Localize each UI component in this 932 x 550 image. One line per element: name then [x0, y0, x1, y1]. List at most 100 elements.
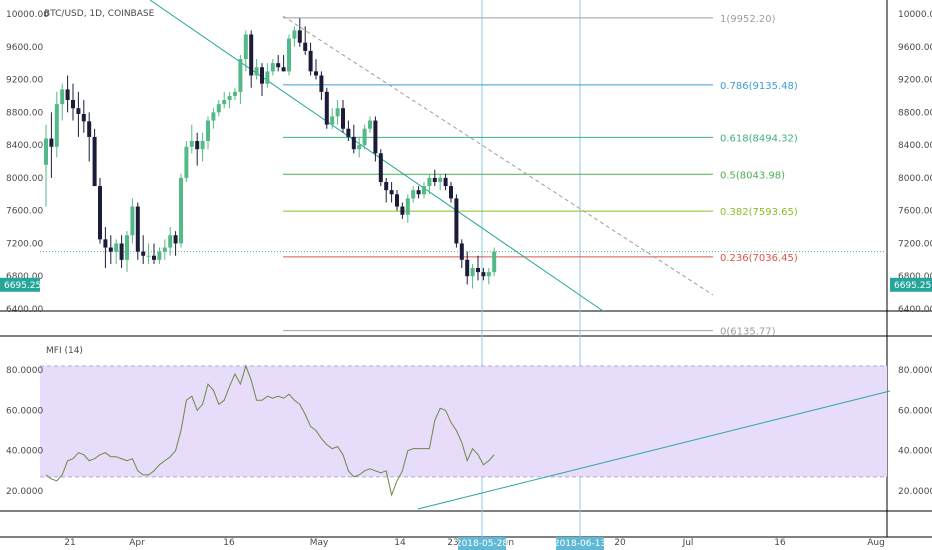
y-tick-label-right: 8800.00 — [898, 108, 932, 118]
candle-body — [243, 34, 248, 60]
candle-body — [476, 268, 480, 273]
y-tick-label-right: 9600.00 — [898, 43, 932, 53]
chart-title: BTC/USD, 1D, COINBASE — [44, 9, 155, 19]
mfi-tick-label-left: 80.0000 — [6, 366, 43, 376]
x-tick-label: 20 — [614, 538, 626, 548]
candle-body — [98, 186, 102, 240]
x-tick-label: Jul — [682, 538, 694, 548]
candle-body — [351, 136, 356, 150]
candle-body — [216, 104, 221, 113]
x-tick-label: May — [310, 538, 329, 548]
y-tick-label-right: 7200.00 — [898, 239, 932, 249]
candle-body — [260, 67, 264, 84]
candle-body — [438, 177, 443, 182]
candle-body — [481, 272, 486, 277]
candle-body — [157, 251, 162, 260]
candle-body — [486, 272, 491, 277]
candle-body — [362, 128, 367, 146]
candle-body — [411, 190, 416, 199]
candle-body — [135, 206, 140, 252]
y-tick-label-left: 7200.00 — [6, 239, 43, 249]
candle-body — [292, 30, 297, 39]
candle-body — [173, 235, 178, 244]
date-tag-label: 2018-06-13 — [554, 539, 606, 549]
candle-body — [270, 63, 275, 72]
x-tick-label: 23 — [447, 538, 458, 548]
fib-level-label: 0.382(7593.65) — [720, 207, 798, 218]
candle-body — [206, 120, 210, 142]
candle-body — [443, 177, 448, 187]
candle-body — [308, 50, 313, 72]
y-tick-label-left: 6800.00 — [6, 272, 43, 282]
y-tick-label-right: 9200.00 — [898, 76, 932, 86]
date-tag-label: 2018-05-28 — [456, 539, 509, 549]
candle-body — [492, 251, 497, 273]
candle-body — [422, 186, 426, 195]
mfi-ascending-trendline — [417, 390, 891, 510]
fib-level-label: 0.5(8043.98) — [720, 170, 785, 181]
y-tick-label-right: 8000.00 — [898, 174, 932, 184]
candle-body — [459, 243, 464, 260]
y-tick-label-left: 8400.00 — [6, 141, 43, 151]
candle-body — [184, 146, 189, 178]
y-tick-label-left: 9200.00 — [6, 76, 43, 86]
candle-body — [281, 67, 286, 72]
price-pane[interactable]: 1(9952.20) 0.786(9135.48) 0.618(8494.32) 0.… — [40, 0, 887, 338]
mfi-tick-label-left: 40.0000 — [6, 447, 43, 457]
fib-level-label: 0.618(8494.32) — [720, 133, 798, 144]
y-tick-label-left: 7600.00 — [6, 207, 43, 217]
mfi-pane[interactable] — [40, 364, 891, 510]
date-tag — [556, 537, 604, 550]
y-tick-label-left: 9600.00 — [6, 43, 43, 53]
x-tick-label: 14 — [394, 538, 406, 548]
fib-level-label: 0.236(7036.45) — [720, 253, 798, 264]
candle-body — [49, 138, 54, 147]
candle-body — [314, 71, 318, 76]
candle-body — [346, 128, 351, 137]
x-tick-label: Aug — [867, 538, 885, 548]
y-tick-label-right: 10000.00 — [898, 10, 932, 20]
candle-body — [92, 136, 97, 187]
mfi-tick-label-right: 20.0000 — [898, 487, 932, 497]
price-tag-left — [0, 277, 40, 292]
candle-body — [265, 71, 270, 84]
candle-body — [119, 243, 124, 260]
x-tick-label: 16 — [774, 538, 786, 548]
candle-body — [335, 108, 340, 117]
candle-body — [108, 247, 113, 252]
candle-body — [179, 177, 183, 244]
candle-body — [76, 108, 81, 114]
candle-body — [324, 91, 329, 125]
mfi-tick-label-right: 40.0000 — [898, 447, 932, 457]
candle-body — [44, 138, 48, 165]
candle-body — [470, 268, 475, 277]
candle-body — [238, 59, 243, 92]
candle-body — [465, 259, 470, 277]
mfi-band — [40, 365, 887, 477]
candle-body — [81, 113, 86, 122]
price-tag-left-label: 6695.25 — [4, 281, 41, 291]
candle-body — [125, 235, 129, 260]
y-tick-label-right: 7600.00 — [898, 207, 932, 217]
candle-body — [114, 243, 119, 252]
candle-body — [395, 194, 399, 207]
candle-body — [195, 141, 200, 150]
candle-body — [130, 206, 135, 236]
candle-body — [71, 100, 75, 109]
x-tick-label: Apr — [129, 538, 145, 548]
candle-body — [400, 206, 405, 215]
candle-body — [249, 34, 254, 76]
mfi-title: MFI (14) — [46, 346, 83, 356]
candle-body — [233, 91, 237, 96]
candle-body — [357, 145, 362, 150]
mfi-tick-label-left: 60.0000 — [6, 406, 43, 416]
fib-trend-dashed — [282, 15, 714, 296]
fib-level-label: 1(9952.20) — [720, 14, 776, 25]
candle-body — [341, 108, 345, 129]
candle-body — [152, 255, 156, 260]
candle-body — [189, 141, 194, 147]
candle-body — [276, 63, 281, 68]
candle-body — [384, 181, 389, 191]
x-tick-label: 21 — [64, 538, 75, 548]
